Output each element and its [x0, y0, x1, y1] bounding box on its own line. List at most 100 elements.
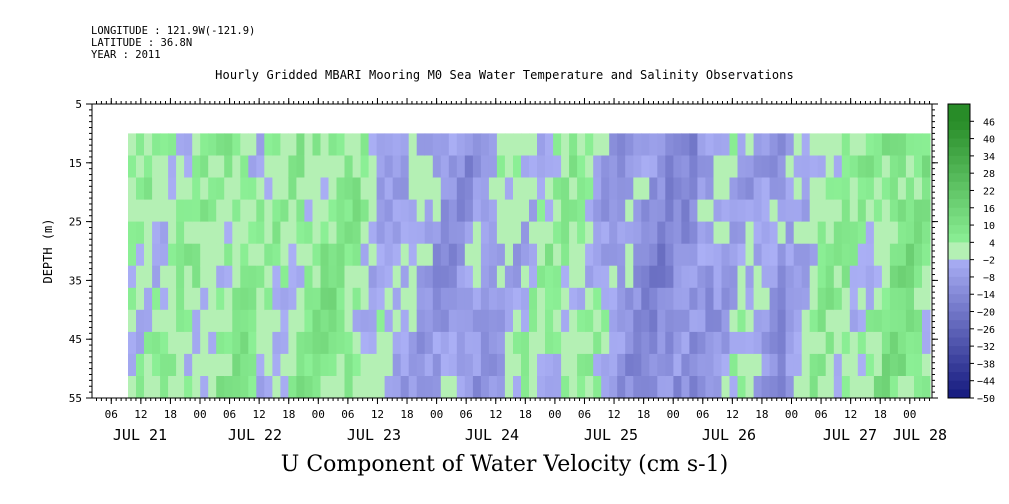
heatmap-cell — [248, 243, 257, 267]
heatmap-cell — [232, 243, 241, 267]
heatmap-cell — [649, 353, 658, 377]
heatmap-cell — [376, 287, 386, 311]
colorbar-label: −2 — [983, 256, 995, 267]
heatmap-cell — [841, 243, 851, 267]
heatmap-cell — [609, 331, 618, 355]
heatmap-cell — [312, 265, 322, 289]
heatmap-cell — [416, 221, 426, 245]
heatmap-cell — [881, 287, 891, 311]
heatmap-cell — [248, 309, 257, 333]
heatmap-cell — [184, 155, 193, 179]
heatmap-cell — [881, 133, 891, 157]
heatmap-cell — [641, 155, 650, 179]
heatmap-cell — [408, 243, 418, 267]
heatmap-cell — [152, 243, 161, 267]
heatmap-cell — [416, 177, 426, 201]
heatmap-cell — [208, 376, 217, 399]
heatmap-cell — [368, 177, 378, 201]
heatmap-cell — [633, 155, 642, 179]
heatmap-cell — [376, 133, 386, 157]
heatmap-cell — [914, 309, 923, 333]
heatmap-cell — [200, 177, 209, 201]
colorbar-swatch — [948, 372, 970, 382]
heatmap-cell — [873, 243, 883, 267]
heatmap-cell — [328, 177, 338, 201]
heatmap-cell — [504, 243, 514, 267]
heatmap-cell — [513, 199, 522, 223]
heatmap-cell — [569, 331, 578, 355]
heatmap-cell — [312, 177, 322, 201]
heatmap-cell — [561, 243, 570, 267]
heatmap-cell — [360, 309, 370, 333]
heatmap-cell — [897, 287, 907, 311]
heatmap-cell — [633, 221, 642, 245]
heatmap-cell — [256, 331, 265, 355]
heatmap-cell — [176, 376, 185, 399]
x-tick-label: 18 — [519, 408, 532, 421]
heatmap-cell — [160, 309, 169, 333]
heatmap-cell — [841, 287, 851, 311]
heatmap-cell — [905, 265, 915, 289]
heatmap-cell — [721, 309, 731, 333]
heatmap-cell — [328, 287, 338, 311]
heatmap-cell — [569, 199, 578, 223]
heatmap-cell — [400, 177, 410, 201]
heatmap-cell — [817, 155, 827, 179]
heatmap-cell — [384, 199, 394, 223]
x-tick-label: 00 — [193, 408, 206, 421]
heatmap-cell — [280, 287, 289, 311]
heatmap-cell — [448, 331, 458, 355]
heatmap-cell — [601, 155, 610, 179]
heatmap-cell — [769, 199, 779, 223]
heatmap-cell — [609, 265, 618, 289]
heatmap-cell — [553, 309, 562, 333]
heatmap-cell — [529, 177, 538, 201]
heatmap-cell — [601, 199, 610, 223]
heatmap-cell — [504, 309, 514, 333]
heatmap-cell — [272, 133, 281, 157]
heatmap-cell — [432, 177, 442, 201]
heatmap-cell — [248, 265, 257, 289]
heatmap-cell — [496, 309, 506, 333]
heatmap-cell — [368, 221, 378, 245]
heatmap-cell — [232, 353, 241, 377]
heatmap-cell — [504, 353, 514, 377]
heatmap-cell — [521, 199, 530, 223]
heatmap-cell — [809, 221, 819, 245]
heatmap-cell — [288, 265, 297, 289]
heatmap-cell — [537, 133, 546, 157]
x-tick-label: 06 — [223, 408, 236, 421]
heatmap-cell — [521, 353, 530, 377]
heatmap-cell — [529, 331, 538, 355]
heatmap-cell — [665, 177, 674, 201]
heatmap-cell — [408, 376, 418, 399]
heatmap-cell — [561, 177, 570, 201]
heatmap-cell — [400, 265, 410, 289]
heatmap-cell — [625, 243, 634, 267]
heatmap-cell — [841, 265, 851, 289]
heatmap-cell — [448, 221, 458, 245]
heatmap-cell — [793, 199, 803, 223]
heatmap-cell — [569, 177, 578, 201]
heatmap-cell — [176, 353, 185, 377]
heatmap-cell — [216, 353, 225, 377]
heatmap-cell — [657, 331, 666, 355]
heatmap-cell — [601, 376, 610, 399]
heatmap-cell — [136, 199, 145, 223]
heatmap-cell — [865, 265, 875, 289]
heatmap-cell — [729, 243, 739, 267]
heatmap-cell — [296, 309, 305, 333]
heatmap-cell — [408, 133, 418, 157]
heatmap-cell — [914, 199, 923, 223]
heatmap-cell — [224, 155, 233, 179]
heatmap-cell — [328, 265, 338, 289]
heatmap-cell — [633, 309, 642, 333]
heatmap-cell — [553, 331, 562, 355]
heatmap-cell — [176, 331, 185, 355]
heatmap-cell — [504, 221, 514, 245]
heatmap-cell — [625, 133, 634, 157]
heatmap-cell — [681, 199, 690, 223]
heatmap-cell — [777, 265, 787, 289]
heatmap-cell — [224, 265, 233, 289]
heatmap-cell — [873, 331, 883, 355]
